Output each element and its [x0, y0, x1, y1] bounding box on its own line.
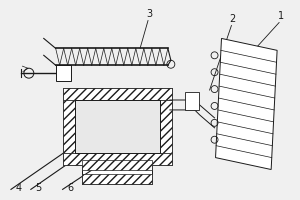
- Text: 6: 6: [68, 183, 74, 193]
- Bar: [63, 88, 172, 165]
- Bar: [56, 65, 70, 81]
- Bar: [82, 160, 152, 184]
- Bar: [82, 160, 152, 170]
- Bar: [63, 88, 172, 100]
- Bar: [160, 100, 172, 153]
- Polygon shape: [215, 38, 277, 170]
- Text: 5: 5: [36, 183, 42, 193]
- Text: 1: 1: [278, 11, 284, 21]
- Bar: [82, 174, 152, 184]
- Bar: [63, 153, 172, 165]
- Bar: [74, 100, 160, 153]
- Bar: [185, 92, 199, 110]
- Bar: [63, 100, 74, 153]
- Text: 4: 4: [16, 183, 22, 193]
- Text: 2: 2: [229, 14, 236, 24]
- Text: 3: 3: [146, 9, 152, 19]
